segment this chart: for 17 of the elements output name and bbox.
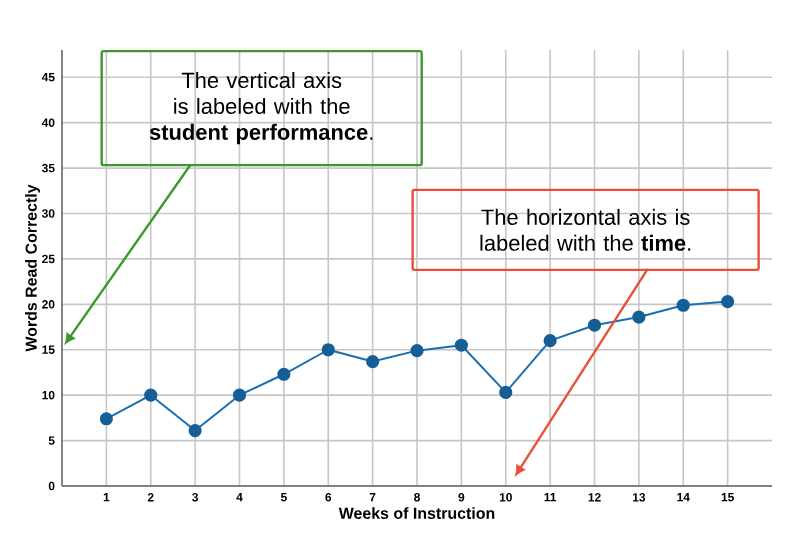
point [454, 338, 468, 352]
point [277, 367, 291, 381]
point [543, 334, 557, 348]
point [99, 412, 113, 426]
annotation: The vertical axis is labeled with the student performance. [149, 72, 373, 145]
point [632, 310, 646, 324]
point [721, 295, 735, 309]
point [144, 388, 158, 402]
point [587, 318, 602, 332]
point [410, 344, 424, 358]
point [188, 424, 202, 438]
point [676, 298, 690, 312]
annotation: The horizontal axis is labeled with the time. [480, 208, 691, 251]
point [321, 343, 335, 357]
point [366, 354, 380, 369]
point [499, 385, 513, 400]
point [232, 388, 247, 402]
